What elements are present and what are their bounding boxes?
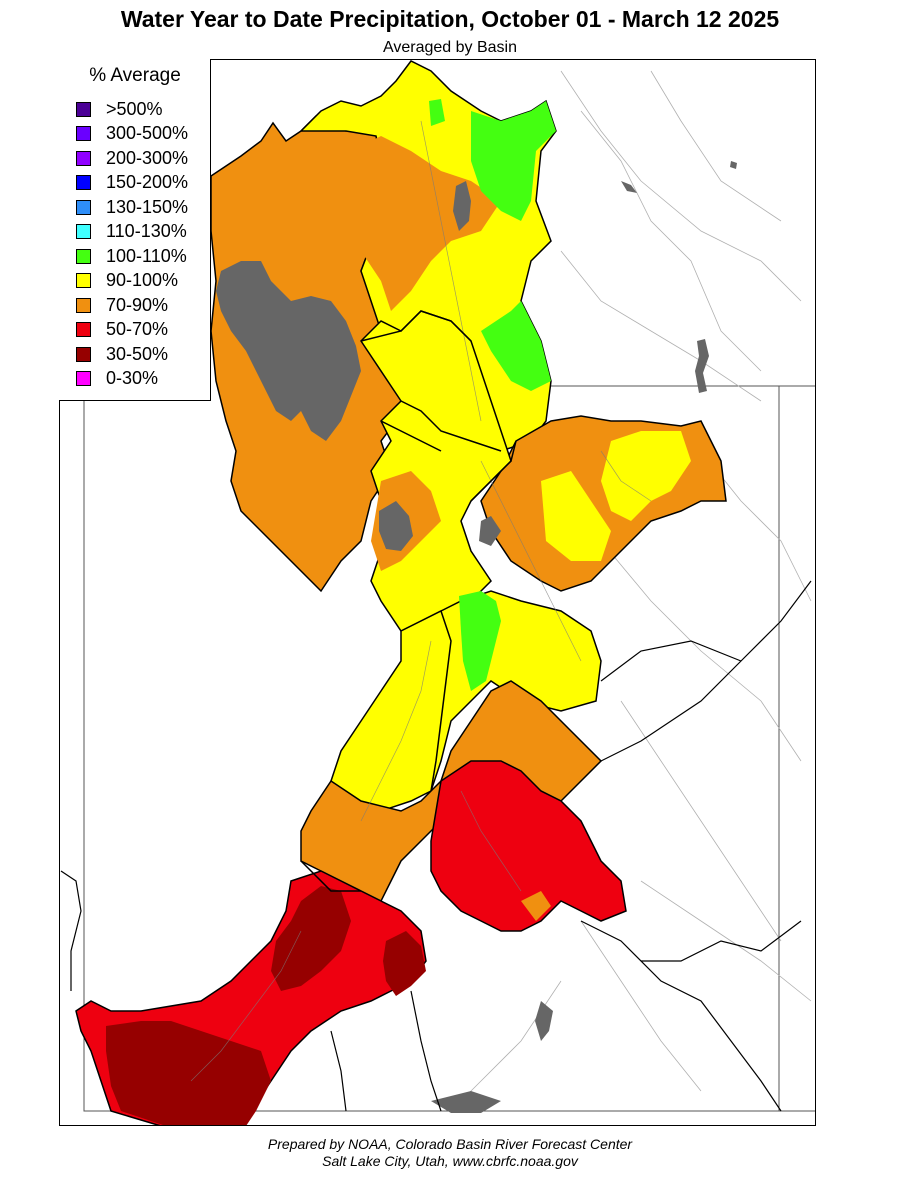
outside-lakes bbox=[431, 161, 737, 1113]
legend-label: >500% bbox=[106, 98, 163, 119]
legend-swatch bbox=[76, 322, 91, 337]
legend-swatch bbox=[76, 150, 91, 166]
legend-swatch bbox=[76, 248, 91, 264]
legend-label: 100-110% bbox=[106, 245, 187, 266]
legend-label: 30-50% bbox=[106, 343, 169, 364]
legend-swatch bbox=[76, 175, 91, 190]
legend-item: 300-500% bbox=[76, 123, 189, 144]
legend-label: 150-200% bbox=[106, 172, 189, 192]
legend-label: 70-90% bbox=[106, 294, 169, 315]
legend-item: 200-300% bbox=[76, 148, 188, 168]
outer-boundaries bbox=[60, 580, 812, 1112]
legend-item: 110-130% bbox=[76, 221, 187, 242]
legend-swatch bbox=[76, 273, 91, 288]
credit-line-1: Prepared by NOAA, Colorado Basin River F… bbox=[267, 1136, 633, 1152]
legend-label: 0-30% bbox=[106, 368, 159, 388]
legend-swatch bbox=[76, 224, 91, 239]
legend-item: 150-200% bbox=[76, 172, 189, 193]
legend-swatch bbox=[76, 101, 91, 117]
legend-label: 200-300% bbox=[106, 147, 189, 168]
credit-line-2: Salt Lake City, Utah, www.cbrfc.noaa.gov bbox=[322, 1153, 578, 1169]
legend-item: 100-110% bbox=[76, 246, 187, 266]
legend-label: 50-70% bbox=[106, 319, 169, 339]
legend-label: 110-130% bbox=[106, 221, 187, 241]
legend-item: 70-90% bbox=[76, 295, 168, 315]
legend-item: 50-70% bbox=[76, 319, 169, 340]
precipitation-map bbox=[59, 59, 816, 1126]
credit-text: Prepared by NOAA, Colorado Basin River F… bbox=[0, 1136, 900, 1170]
map-subtitle: Averaged by Basin bbox=[382, 39, 517, 56]
basin-lakes bbox=[216, 181, 501, 551]
basin-boundaries bbox=[300, 310, 517, 892]
legend-item: 90-100% bbox=[76, 270, 179, 291]
legend-swatch bbox=[76, 297, 91, 313]
legend-swatch bbox=[76, 371, 91, 386]
legend-item: 0-30% bbox=[76, 368, 159, 389]
legend-swatch bbox=[76, 199, 91, 215]
map-canvas bbox=[60, 60, 815, 1125]
legend-label: 300-500% bbox=[106, 123, 189, 143]
legend-item: 30-50% bbox=[76, 344, 168, 364]
legend-swatch bbox=[76, 346, 91, 362]
legend-item: >500% bbox=[76, 99, 163, 119]
legend-swatch bbox=[76, 126, 91, 141]
map-title: Water Year to Date Precipitation, Octobe… bbox=[120, 6, 780, 32]
legend-label: 130-150% bbox=[106, 196, 189, 217]
legend-box: % Average >500% 300-500% 200-300% 150-200% 1… bbox=[59, 59, 211, 401]
basin-rivers bbox=[190, 120, 652, 1082]
legend-label: 90-100% bbox=[106, 270, 179, 290]
legend-title: % Average bbox=[89, 65, 181, 86]
legend-item: 130-150% bbox=[76, 197, 188, 217]
